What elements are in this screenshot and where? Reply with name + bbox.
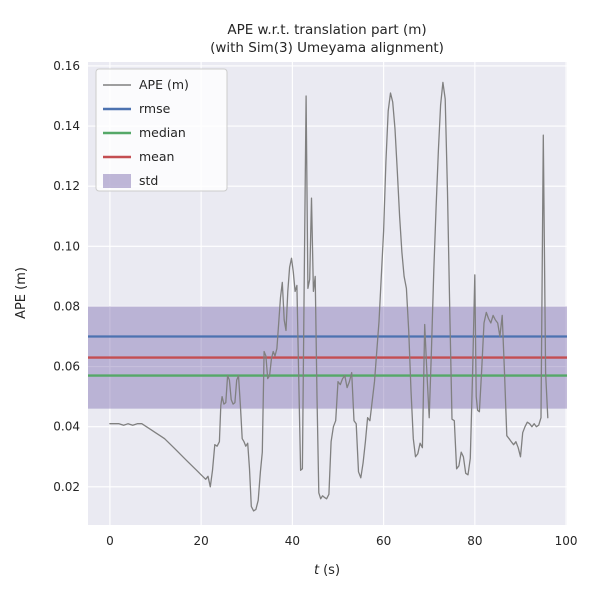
legend-std-patch-sample: [103, 174, 131, 188]
x-tick-label: 80: [467, 534, 482, 548]
ape-series: [109, 81, 549, 512]
legend-label-mean: mean: [139, 149, 174, 164]
x-tick-label: 40: [285, 534, 300, 548]
y-tick-label: 0.16: [53, 59, 80, 73]
stat-lines: [88, 335, 567, 377]
ape-line: [109, 81, 549, 512]
legend-label-std: std: [139, 173, 158, 188]
y-tick-label: 0.14: [53, 119, 80, 133]
y-tick-label: 0.06: [53, 360, 80, 374]
x-tick-labels: 0 20 40 60 80 100: [106, 534, 577, 548]
legend-label-ape: APE (m): [139, 77, 189, 92]
x-tick-label: 0: [106, 534, 114, 548]
legend-label-median: median: [139, 125, 186, 140]
chart-title-line2: (with Sim(3) Umeyama alignment): [210, 40, 444, 56]
y-tick-label: 0.04: [53, 420, 80, 434]
y-tick-label: 0.08: [53, 299, 80, 313]
legend: APE (m) rmse median mean std: [95, 68, 228, 192]
y-axis-label: APE (m): [14, 267, 29, 319]
x-tick-label: 100: [555, 534, 578, 548]
y-tick-label: 0.12: [53, 179, 80, 193]
gridlines: [88, 62, 567, 525]
y-tick-labels: 0.02 0.04 0.06 0.08 0.10 0.12 0.14 0.16: [53, 59, 80, 494]
y-tick-label: 0.02: [53, 480, 80, 494]
legend-box: [95, 68, 228, 192]
x-axis-label: t (s): [314, 563, 340, 578]
x-tick-label: 60: [376, 534, 391, 548]
legend-label-rmse: rmse: [139, 101, 171, 116]
chart-title-line1: APE w.r.t. translation part (m): [227, 22, 426, 38]
x-tick-label: 20: [193, 534, 208, 548]
y-tick-label: 0.10: [53, 239, 80, 253]
